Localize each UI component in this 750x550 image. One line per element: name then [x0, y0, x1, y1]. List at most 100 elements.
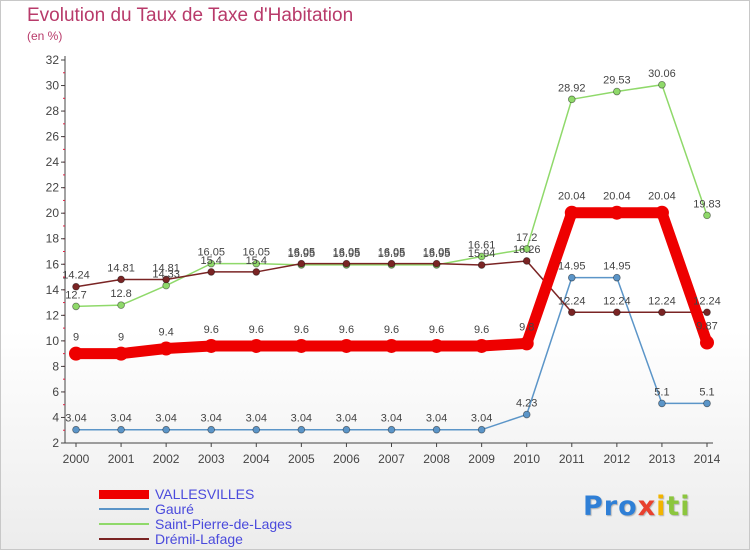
data-point [342, 425, 351, 434]
data-label: 9.6 [204, 324, 219, 336]
x-tick-label: 2008 [423, 452, 450, 466]
x-tick-label: 2013 [649, 452, 676, 466]
data-label: 15.94 [468, 248, 496, 260]
data-point [252, 425, 261, 434]
data-point [72, 302, 80, 311]
data-point [474, 338, 489, 353]
data-label: 9.4 [158, 327, 173, 339]
data-label: 15.95 [288, 248, 316, 260]
x-tick-label: 2006 [333, 452, 360, 466]
y-tick-label: 14 [46, 283, 60, 297]
data-label: 4.23 [516, 398, 537, 410]
data-point [477, 425, 486, 434]
logo-letter: r [603, 491, 619, 522]
data-point [72, 425, 80, 434]
legend-swatch [99, 508, 149, 510]
data-point [567, 95, 576, 104]
data-label: 3.04 [291, 413, 312, 425]
data-label: 9.6 [474, 324, 489, 336]
data-label: 3.04 [246, 413, 267, 425]
y-tick-label: 8 [52, 359, 59, 373]
data-label: 3.04 [201, 413, 222, 425]
data-label: 9 [118, 332, 124, 344]
data-label: 3.04 [426, 413, 447, 425]
data-label: 16.05 [243, 247, 271, 259]
y-tick-label: 12 [46, 308, 60, 322]
data-point [429, 338, 444, 353]
y-tick-label: 16 [46, 257, 60, 271]
legend-swatch [99, 538, 149, 540]
data-label: 9.8 [519, 321, 534, 333]
legend-swatch [99, 523, 149, 525]
y-tick-label: 18 [46, 232, 60, 246]
data-point [117, 275, 125, 284]
data-point [72, 282, 80, 291]
data-label: 3.04 [110, 413, 131, 425]
legend-item: Drémil-Lafage [99, 532, 429, 547]
data-point [339, 338, 354, 353]
data-point [207, 259, 216, 268]
data-label: 16.05 [333, 247, 361, 259]
data-point [114, 346, 129, 361]
data-label: 9.6 [429, 324, 444, 336]
data-label: 9.6 [339, 324, 354, 336]
data-label: 15.95 [423, 248, 451, 260]
x-tick-label: 2002 [153, 452, 180, 466]
data-point [658, 399, 666, 408]
data-label: 9 [73, 332, 79, 344]
legend-label: VALLESVILLES [155, 486, 255, 502]
data-point [207, 268, 216, 276]
data-point [252, 268, 261, 276]
data-label: 19.83 [693, 198, 721, 210]
chart-unit-label: (en %) [27, 29, 63, 43]
data-label: 28.92 [558, 82, 586, 94]
data-label: 12.24 [558, 295, 586, 307]
data-point [159, 341, 174, 356]
data-point [567, 273, 576, 282]
data-label: 12.24 [693, 295, 721, 307]
data-point [703, 308, 711, 317]
data-point [654, 205, 669, 220]
data-label: 12.8 [110, 288, 131, 300]
data-label: 20.04 [603, 191, 631, 203]
data-label: 16.05 [288, 247, 316, 259]
proxiti-logo: Proxiti [583, 491, 691, 522]
data-label: 9.6 [249, 324, 264, 336]
data-label: 15.95 [378, 248, 406, 260]
logo-letter: P [583, 491, 604, 522]
data-point [613, 87, 621, 96]
y-tick-label: 4 [52, 410, 59, 424]
y-tick-label: 28 [46, 104, 60, 118]
data-point [387, 259, 396, 268]
data-point [342, 259, 351, 268]
y-tick-label: 6 [52, 385, 59, 399]
x-tick-label: 2010 [513, 452, 540, 466]
y-tick-label: 32 [46, 53, 60, 67]
data-label: 29.53 [603, 75, 631, 87]
data-label: 14.95 [558, 261, 586, 273]
data-point [252, 259, 261, 268]
data-point [477, 252, 486, 261]
data-label: 17.2 [516, 232, 537, 244]
y-tick-label: 30 [46, 79, 60, 93]
x-tick-label: 2001 [108, 452, 135, 466]
y-tick-label: 2 [52, 436, 59, 450]
x-tick-label: 2009 [468, 452, 495, 466]
data-label: 3.04 [381, 413, 402, 425]
legend-label: Gauré [155, 501, 194, 517]
data-point [117, 425, 125, 434]
data-point [117, 301, 125, 309]
data-point [613, 273, 621, 282]
data-labels-layer: 3.04 3.04 3.04 3.04 3.04 3.04 3.04 3.04 3.04 3.04… [62, 68, 721, 425]
data-point [609, 205, 624, 220]
data-point [204, 338, 219, 353]
data-point [658, 80, 666, 89]
x-tick-label: 2003 [198, 452, 225, 466]
data-label: 16.05 [197, 247, 225, 259]
data-point [564, 205, 579, 220]
legend-label: Drémil-Lafage [155, 531, 243, 547]
data-label: 15.4 [246, 255, 267, 267]
data-label: 12.7 [65, 289, 86, 301]
data-label: 9.6 [384, 324, 399, 336]
x-tick-label: 2005 [288, 452, 315, 466]
